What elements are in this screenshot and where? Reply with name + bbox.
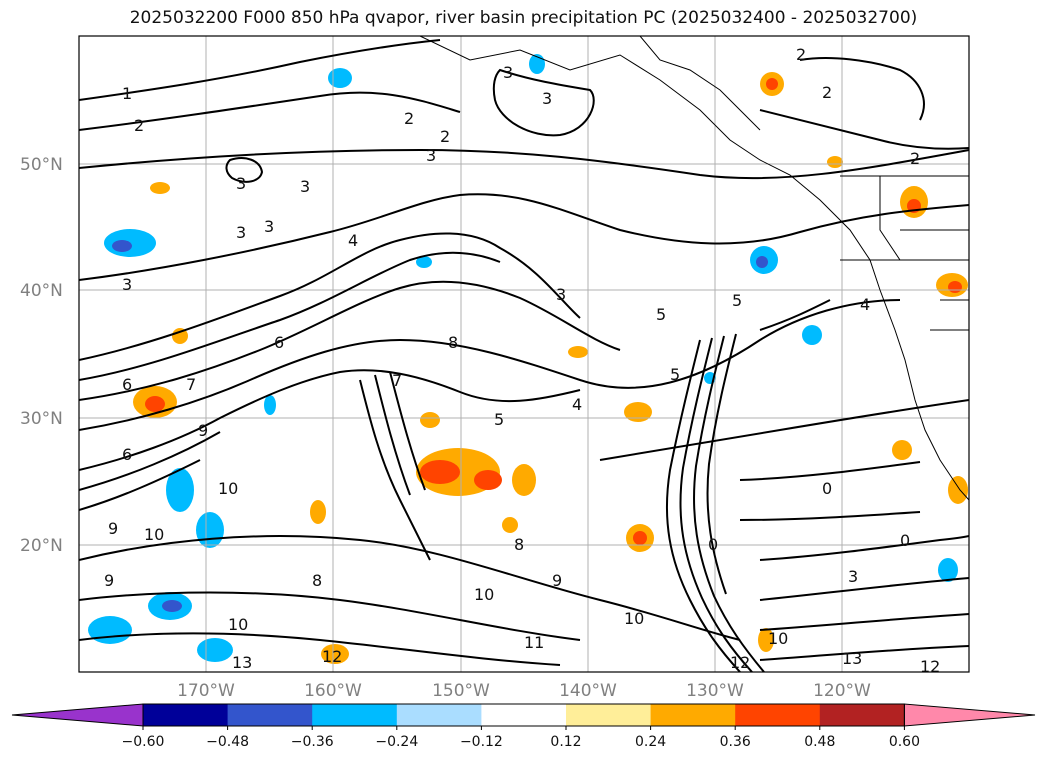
lon-label: 120°W xyxy=(813,681,871,701)
colorbar-outline xyxy=(142,703,905,727)
contour-label: 10 xyxy=(218,479,238,498)
colorbar-segment xyxy=(396,704,482,726)
colorbar-segment xyxy=(227,704,313,726)
contour-label: 2 xyxy=(440,127,450,146)
colorbar-tick-label: −0.36 xyxy=(291,734,334,750)
lon-label: 140°W xyxy=(559,681,617,701)
contour-label: 3 xyxy=(503,63,513,82)
lat-label: 20°N xyxy=(20,536,63,556)
latitude-labels: 50°N 40°N 30°N 20°N xyxy=(20,155,63,556)
contour-label: 2 xyxy=(404,109,414,128)
contour-label: 2 xyxy=(822,83,832,102)
contour-label: 7 xyxy=(392,371,402,390)
colorbar-tick-label: 0.24 xyxy=(635,734,666,750)
contour-label: 12 xyxy=(322,647,342,666)
colorbar-segment xyxy=(566,704,652,726)
map-frame xyxy=(78,35,970,673)
colorbar-tick-label: −0.24 xyxy=(375,734,418,750)
colorbar-tick-label: −0.60 xyxy=(122,734,165,750)
colorbar-tick-label: 0.36 xyxy=(720,734,751,750)
contour-label: 0 xyxy=(900,531,910,550)
qvapor-contours xyxy=(79,39,969,672)
contour-label: 10 xyxy=(768,629,788,648)
colorbar-tick-label: −0.12 xyxy=(460,734,503,750)
contour-label: 9 xyxy=(552,571,562,590)
contour-label: 1 xyxy=(122,84,132,103)
contour-label: 3 xyxy=(426,146,436,165)
colorbar-segment xyxy=(650,704,736,726)
contour-label: 10 xyxy=(474,585,494,604)
contour-label: 12 xyxy=(920,657,940,676)
contour-label: 8 xyxy=(514,535,524,554)
colorbar-extend-low xyxy=(11,703,144,727)
contour-label: 4 xyxy=(860,295,870,314)
longitude-labels: 170°W 160°W 150°W 140°W 130°W 120°W xyxy=(177,681,871,701)
colorbar-segment xyxy=(143,704,229,726)
contour-label: 6 xyxy=(122,445,132,464)
colorbar: −0.60 −0.48 −0.36 −0.24 −0.12 0.12 0.24 0.36 0.4… xyxy=(11,703,1036,750)
colorbar-tick-label: 0.12 xyxy=(550,734,581,750)
lon-label: 160°W xyxy=(304,681,362,701)
contour-label: 12 xyxy=(730,653,750,672)
lon-label: 130°W xyxy=(686,681,744,701)
colorbar-extend-high xyxy=(903,703,1036,727)
contour-label: 5 xyxy=(732,291,742,310)
contour-label: 0 xyxy=(708,535,718,554)
contour-label: 3 xyxy=(264,217,274,236)
colorbar-segment xyxy=(819,704,905,726)
map-background xyxy=(79,36,969,672)
contour-label: 10 xyxy=(624,609,644,628)
lat-label: 30°N xyxy=(20,409,63,429)
contour-label: 5 xyxy=(670,365,680,384)
contour-label: 8 xyxy=(312,571,322,590)
contour-label: 4 xyxy=(348,231,358,250)
map-title: 2025032200 F000 850 hPa qvapor, river ba… xyxy=(129,8,918,28)
contour-label: 5 xyxy=(656,305,666,324)
contour-label: 9 xyxy=(104,571,114,590)
contour-label: 0 xyxy=(822,479,832,498)
contour-label: 5 xyxy=(494,410,504,429)
contour-label: 13 xyxy=(842,649,862,668)
colorbar-tick-label: 0.60 xyxy=(889,734,920,750)
contour-label: 3 xyxy=(848,567,858,586)
colorbar-tick-label: −0.48 xyxy=(206,734,249,750)
colorbar-tick-label: 0.48 xyxy=(804,734,835,750)
precip-shading xyxy=(88,54,968,664)
contour-label: 10 xyxy=(228,615,248,634)
contour-label: 2 xyxy=(796,45,806,64)
contour-label: 9 xyxy=(108,519,118,538)
lat-label: 40°N xyxy=(20,281,63,301)
contour-label: 2 xyxy=(134,116,144,135)
contour-label: 7 xyxy=(186,375,196,394)
graticule xyxy=(79,36,969,672)
contour-label: 6 xyxy=(122,375,132,394)
contour-label: 3 xyxy=(236,174,246,193)
contour-label: 3 xyxy=(236,223,246,242)
contour-label: 10 xyxy=(144,525,164,544)
colorbar-segment xyxy=(312,704,398,726)
contour-label: 3 xyxy=(556,285,566,304)
colorbar-segment xyxy=(735,704,821,726)
contour-label: 2 xyxy=(910,149,920,168)
colorbar-segment xyxy=(481,704,567,726)
contour-label: 11 xyxy=(524,633,544,652)
lon-label: 150°W xyxy=(432,681,490,701)
contour-label: 9 xyxy=(198,421,208,440)
contour-label: 6 xyxy=(274,333,284,352)
lon-label: 170°W xyxy=(177,681,235,701)
contour-label: 4 xyxy=(572,395,582,414)
coastlines xyxy=(419,36,969,501)
contour-label: 3 xyxy=(300,177,310,196)
contour-label: 8 xyxy=(448,333,458,352)
contour-label: 3 xyxy=(542,89,552,108)
lat-label: 50°N xyxy=(20,155,63,175)
contour-label: 13 xyxy=(232,653,252,672)
contour-label: 3 xyxy=(122,275,132,294)
contour-label-group: 1 2 3 2 3 2 2 3 3 3 3 3 3 4 5 6 7 8 5 4 … xyxy=(104,45,940,676)
